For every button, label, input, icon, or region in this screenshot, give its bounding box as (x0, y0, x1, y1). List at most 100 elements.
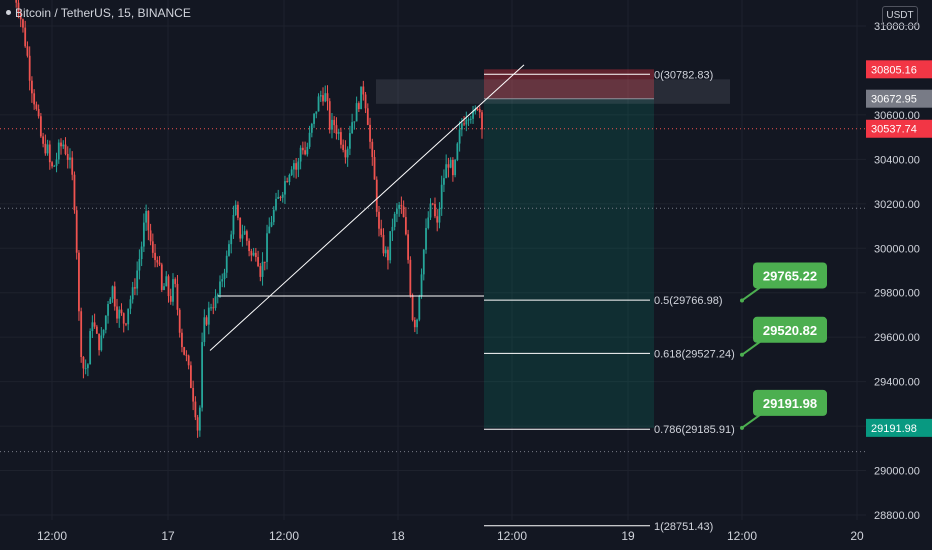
candle-body (427, 217, 430, 229)
candle-body (380, 228, 383, 235)
candle-body (39, 116, 42, 137)
candle-body (64, 144, 67, 154)
candle-body (165, 276, 168, 287)
candle-body (331, 119, 333, 130)
candle-body (55, 159, 58, 166)
candle-body (89, 331, 92, 365)
candle-body (413, 319, 416, 328)
candle-body (409, 259, 412, 296)
candle-body (310, 123, 313, 133)
candle-body (268, 226, 271, 234)
candle-body (429, 203, 432, 218)
candle-body (293, 163, 295, 170)
candle-body (51, 162, 53, 167)
y-tick-label: 30400.00 (874, 154, 920, 166)
y-tick-label: 31000.00 (874, 21, 920, 33)
candle-body (443, 178, 445, 185)
candle-body (95, 326, 98, 334)
callout-box (753, 389, 827, 416)
candle-body (192, 387, 195, 402)
candle-body (328, 101, 331, 130)
candle-body (71, 157, 74, 175)
candle-body (73, 174, 76, 211)
candle-body (181, 332, 183, 348)
candle-body (281, 194, 284, 198)
candle-body (340, 132, 342, 145)
candle-body (142, 222, 145, 247)
x-tick-label: 17 (161, 529, 175, 543)
candle-body (111, 286, 114, 299)
candle-body (245, 231, 248, 241)
candle-body (402, 206, 405, 218)
candle-body (277, 196, 280, 199)
candle-body (366, 108, 369, 125)
candle-body (160, 264, 163, 290)
callout-arrow-tip (740, 298, 744, 303)
candle-body (326, 93, 329, 102)
candle-body (404, 217, 407, 235)
candle-body (335, 125, 338, 134)
candle-body (248, 240, 251, 252)
candle-body (304, 150, 307, 155)
candle-body (476, 108, 479, 110)
candle-body (120, 309, 123, 314)
candle-body (145, 210, 148, 223)
candle-body (382, 234, 385, 254)
candle-body (19, 12, 22, 20)
y-tick-label: 30000.00 (874, 243, 920, 255)
candle-body (449, 159, 452, 168)
candle-body (237, 204, 239, 218)
candle-body (69, 157, 71, 160)
candle-body (418, 295, 421, 320)
candle-body (275, 198, 277, 210)
candle-body (178, 309, 181, 333)
candle-body (297, 161, 300, 170)
candle-body (154, 252, 156, 261)
y-tick-label: 29400.00 (874, 377, 920, 389)
candle-body (393, 213, 396, 227)
trend-line (209, 64, 525, 351)
candle-body (225, 255, 228, 273)
take-profit-zone (484, 98, 654, 428)
symbol-title-text: Bitcoin / TetherUS, 15, BINANCE (15, 6, 191, 20)
candle-body (75, 210, 78, 253)
candle-body (104, 315, 107, 330)
candle-body (454, 159, 457, 176)
resistance-box (376, 79, 730, 104)
candle-body (481, 112, 483, 130)
candle-body (472, 111, 474, 119)
callout-arrow-tip (740, 352, 744, 357)
y-tick-label: 30200.00 (874, 199, 920, 211)
candle-body (369, 124, 371, 142)
candle-body (201, 342, 203, 408)
candle-body (474, 108, 477, 112)
candle-body (163, 286, 165, 290)
candle-body (288, 175, 291, 182)
candle-body (266, 233, 268, 262)
candle-body (125, 323, 127, 325)
price-label-text: 30805.16 (871, 64, 917, 76)
candle-body (48, 144, 51, 163)
candle-body (57, 142, 60, 160)
candle-body (348, 133, 351, 149)
candle-body (84, 368, 87, 370)
candle-body (364, 94, 367, 109)
candle-body (290, 169, 293, 176)
currency-button[interactable]: USDT (882, 6, 918, 26)
candle-body (456, 143, 459, 160)
candle-body (219, 281, 221, 295)
candle-body (422, 249, 425, 275)
candle-body (465, 119, 468, 125)
candle-body (355, 103, 358, 122)
candle-body (230, 234, 233, 245)
callout-text: 29520.82 (763, 323, 817, 338)
candle-body (351, 122, 354, 134)
candle-body (357, 103, 360, 110)
candle-body (440, 184, 443, 209)
y-tick-label: 29600.00 (874, 332, 920, 344)
fib-level-label: 1(28751.43) (654, 521, 713, 533)
candle-body (100, 335, 103, 351)
x-tick-label: 20 (850, 529, 864, 543)
candle-body (261, 261, 264, 277)
